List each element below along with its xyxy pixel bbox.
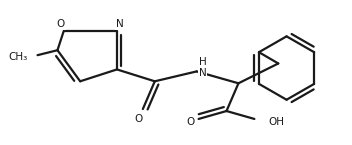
Text: H: H [199, 57, 207, 67]
Text: O: O [57, 19, 65, 29]
Text: CH₃: CH₃ [8, 52, 27, 62]
Text: N: N [116, 19, 124, 29]
Text: O: O [135, 114, 143, 124]
Text: N: N [199, 68, 207, 78]
Text: OH: OH [268, 117, 284, 127]
Text: O: O [187, 117, 195, 127]
